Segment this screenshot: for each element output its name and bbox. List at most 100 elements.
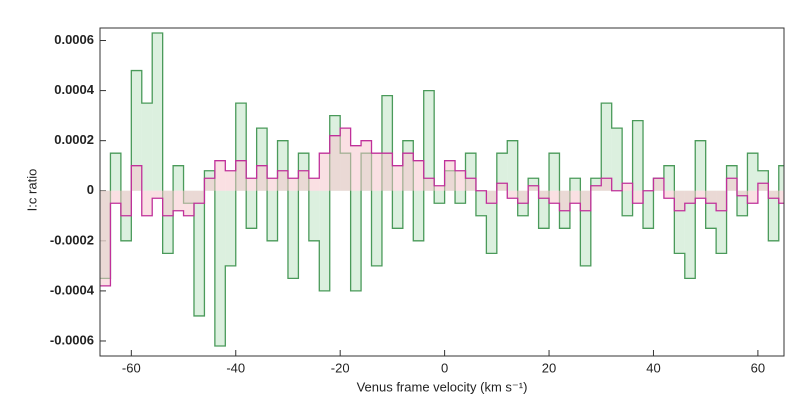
step-line (100, 127, 784, 287)
bin-fill (423, 90, 435, 191)
bin-fill (267, 190, 278, 241)
bin-fill (757, 170, 769, 191)
bin-fill (141, 190, 153, 216)
bin-fill (705, 190, 717, 229)
bin-fill (131, 165, 142, 191)
bin-fill (778, 165, 784, 191)
bin-fill (496, 183, 508, 191)
bin-fill (455, 170, 466, 191)
bin-fill (695, 140, 706, 191)
bin-fill (559, 190, 570, 211)
bin-fill (287, 190, 299, 279)
bin-fill (632, 190, 644, 204)
bin-fill (590, 185, 602, 191)
x-tick-label: 0 (441, 360, 448, 375)
bin-fill (371, 153, 382, 191)
bin-fill (611, 128, 623, 191)
bin-fill (350, 145, 362, 191)
bin-fill (308, 178, 320, 191)
bin-fill (580, 190, 591, 266)
x-tick-label: 60 (751, 360, 765, 375)
bin-fill (277, 140, 288, 191)
bin-fill (705, 190, 717, 204)
bin-fill (235, 103, 247, 191)
y-tick-label: -0.0002 (50, 232, 94, 247)
bin-fill (528, 185, 539, 191)
y-tick-label: 0 (87, 182, 94, 197)
bin-fill (569, 190, 581, 204)
y-tick-label: -0.0004 (50, 282, 95, 297)
bin-fill (434, 185, 445, 191)
y-axis-label: I:c ratio (24, 169, 39, 212)
bin-fill (308, 190, 320, 241)
bin-fill (319, 153, 330, 191)
bin-fill (580, 190, 591, 211)
bin-fill (162, 190, 174, 254)
bin-fill (193, 190, 205, 316)
bin-fill (569, 178, 581, 191)
bin-fill (444, 160, 456, 191)
bin-fill (183, 190, 194, 216)
bin-fill (674, 190, 685, 211)
bin-fill (110, 190, 121, 204)
x-tick-label: 20 (542, 360, 556, 375)
bin-fill (246, 190, 257, 229)
bin-fill (674, 190, 685, 254)
bin-fill (381, 95, 393, 191)
y-tick-label: 0.0002 (54, 132, 94, 147)
bin-fill (737, 190, 748, 196)
bin-fill (590, 178, 602, 191)
bin-fill (246, 178, 257, 191)
bin-fill (684, 190, 696, 279)
bin-fill (381, 153, 393, 191)
bin-fill (256, 128, 268, 191)
bin-fill (214, 160, 226, 191)
bin-fill (517, 190, 529, 204)
bin-fill (371, 190, 382, 266)
bin-fill (507, 140, 518, 191)
bin-fill (737, 190, 748, 216)
bin-fill (235, 160, 247, 191)
bin-fill (757, 183, 769, 191)
bin-fill (768, 190, 779, 241)
bin-fill (319, 190, 330, 291)
bin-fill (643, 190, 654, 229)
bin-fill (496, 153, 508, 191)
bin-fill (455, 190, 466, 204)
bin-fill (663, 165, 675, 191)
bin-fill (747, 153, 758, 191)
bin-fill (110, 153, 121, 191)
bin-fill (778, 190, 784, 204)
bin-fill (152, 33, 163, 191)
bin-fill (632, 120, 644, 191)
bin-fill (684, 190, 696, 204)
bin-fill (120, 190, 132, 216)
bin-fill (214, 190, 226, 346)
bin-fill (350, 190, 362, 291)
bin-fill (267, 178, 278, 191)
bin-fill (193, 190, 205, 204)
y-tick-label: 0.0004 (54, 82, 95, 97)
bin-fill (423, 178, 435, 191)
bin-fill (152, 190, 163, 199)
bin-fill (204, 178, 215, 191)
bin-fill (465, 153, 476, 191)
bin-fill (622, 183, 633, 191)
plot-frame (99, 27, 785, 357)
bin-fill (601, 103, 612, 191)
bin-fill (392, 165, 403, 191)
bin-fill (622, 190, 633, 216)
bin-fill (601, 178, 612, 191)
bin-fill (507, 190, 518, 199)
bin-fill (434, 190, 445, 204)
bin-fill (465, 178, 476, 191)
bin-fill (413, 160, 424, 191)
bin-fill (392, 190, 403, 229)
bin-fill (413, 190, 424, 241)
bin-fill (298, 170, 309, 191)
bin-fill (277, 170, 288, 191)
x-tick-label: -60 (122, 360, 141, 375)
bin-fill (747, 190, 758, 204)
bin-fill (726, 178, 738, 191)
